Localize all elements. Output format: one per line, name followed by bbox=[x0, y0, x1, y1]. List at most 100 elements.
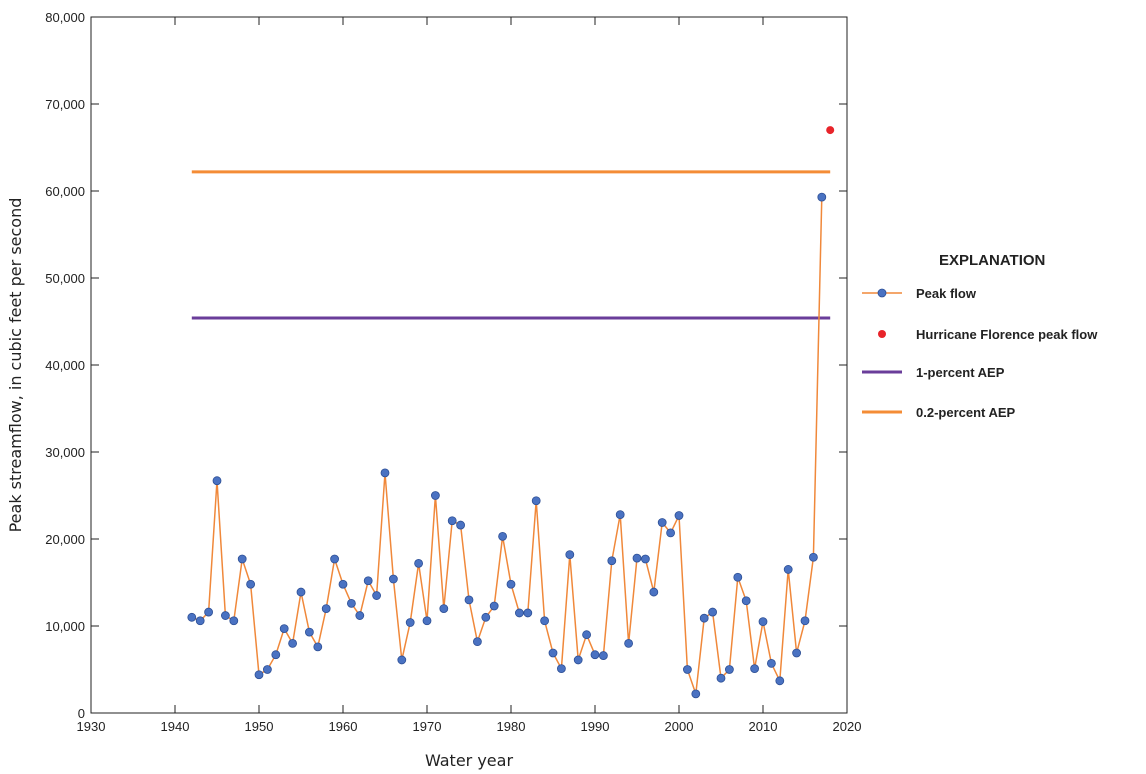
peak-flow-point bbox=[632, 553, 642, 563]
peak-flow-point bbox=[271, 650, 281, 660]
peak-flow-point bbox=[607, 556, 617, 566]
peak-flow-point bbox=[262, 665, 272, 674]
peak-flow-point bbox=[733, 572, 743, 582]
peak-flow-point bbox=[775, 676, 785, 686]
legend-label-florence: Hurricane Florence peak flow bbox=[916, 327, 1098, 342]
peak-flow-point bbox=[708, 607, 717, 617]
peak-flow-point bbox=[809, 552, 818, 562]
y-tick-label: 60,000 bbox=[45, 184, 85, 199]
peak-flow-line bbox=[191, 197, 823, 695]
peak-flow-point bbox=[590, 650, 600, 660]
peak-flow-point bbox=[750, 664, 759, 674]
peak-flow-point bbox=[304, 627, 314, 637]
peak-flow-point bbox=[447, 516, 457, 526]
peak-flow-point bbox=[624, 639, 633, 648]
y-tick-label: 10,000 bbox=[45, 619, 85, 634]
peak-flow-point bbox=[296, 587, 306, 597]
peak-flow-point bbox=[405, 618, 415, 627]
y-tick-label: 40,000 bbox=[45, 358, 85, 373]
florence-peak-point bbox=[826, 126, 835, 135]
peak-flow-point bbox=[472, 637, 482, 647]
peak-flow-series bbox=[187, 126, 835, 699]
peak-flow-point bbox=[615, 510, 625, 520]
peak-flow-point bbox=[229, 616, 239, 626]
peak-flow-point bbox=[187, 612, 197, 622]
peak-flow-point bbox=[498, 531, 508, 541]
aep-lines bbox=[191, 170, 831, 320]
peak-flow-point bbox=[372, 591, 382, 600]
peak-flow-point bbox=[565, 550, 575, 560]
x-tick-label: 2000 bbox=[665, 719, 694, 734]
x-tick-label: 1940 bbox=[161, 719, 190, 734]
y-tick-label: 70,000 bbox=[45, 97, 85, 112]
peak-flow-point bbox=[641, 554, 650, 564]
peak-flow-point bbox=[741, 596, 751, 606]
peak-flow-point bbox=[767, 659, 776, 668]
peak-flow-point bbox=[800, 616, 810, 626]
peak-flow-point bbox=[548, 648, 558, 658]
y-axis-title: Peak streamflow, in cubic feet per secon… bbox=[6, 198, 25, 533]
y-tick-labels: 0 10,000 20,000 30,000 40,000 50,000 60,000 70,… bbox=[45, 10, 85, 721]
x-tick-label: 1960 bbox=[329, 719, 358, 734]
peak-flow-point bbox=[674, 511, 684, 520]
peak-flow-point bbox=[330, 554, 340, 564]
y-tick-label: 80,000 bbox=[45, 10, 85, 25]
x-tick-label: 1980 bbox=[497, 719, 526, 734]
y-tick-label: 50,000 bbox=[45, 271, 85, 286]
peak-flow-point bbox=[716, 673, 726, 683]
peak-flow-point bbox=[246, 579, 256, 589]
peak-flow-point bbox=[557, 664, 566, 674]
peak-flow-point bbox=[599, 651, 608, 660]
peak-flow-point bbox=[363, 576, 373, 586]
axis-ticks bbox=[90, 16, 848, 714]
peak-flow-point bbox=[346, 598, 356, 608]
peak-flow-point bbox=[338, 579, 348, 589]
peak-flow-point bbox=[220, 611, 230, 620]
peak-flow-point bbox=[666, 528, 675, 538]
legend-label-aep1: 1-percent AEP bbox=[916, 365, 1005, 380]
y-tick-label: 30,000 bbox=[45, 445, 85, 460]
peak-flow-point bbox=[212, 476, 222, 486]
peak-flow-point bbox=[464, 595, 474, 605]
peak-flow-point bbox=[683, 665, 692, 674]
peak-flow-point bbox=[758, 617, 768, 627]
peak-flow-point bbox=[279, 624, 289, 634]
y-tick-label: 0 bbox=[78, 706, 85, 721]
peak-flow-point bbox=[422, 616, 432, 626]
peak-flow-point bbox=[313, 642, 323, 652]
peak-flow-point bbox=[523, 608, 533, 618]
peak-flow-point bbox=[355, 611, 365, 620]
peak-flow-point bbox=[414, 558, 424, 568]
peak-flow-point bbox=[380, 468, 390, 478]
peak-flow-point bbox=[691, 689, 701, 699]
peak-flow-point bbox=[481, 612, 491, 622]
peak-flow-point bbox=[254, 670, 264, 680]
peak-flow-point bbox=[515, 608, 524, 618]
peak-flow-point bbox=[430, 491, 440, 500]
legend-title: EXPLANATION bbox=[939, 252, 1045, 269]
peak-flow-point bbox=[388, 574, 398, 584]
peak-flow-point bbox=[725, 665, 734, 674]
peak-flow-point bbox=[531, 496, 541, 506]
legend-label-peak-flow: Peak flow bbox=[916, 286, 977, 301]
x-tick-label: 1950 bbox=[245, 719, 274, 734]
peak-flow-point bbox=[456, 520, 466, 530]
x-tick-labels: 1930 1940 1950 1960 1970 1980 1990 2000 2010 2020 bbox=[77, 719, 862, 734]
peak-flow-point bbox=[439, 604, 449, 613]
peak-flow-point bbox=[792, 648, 801, 658]
peak-flow-point bbox=[506, 579, 516, 589]
x-tick-label: 2020 bbox=[833, 719, 862, 734]
x-axis-title: Water year bbox=[425, 751, 514, 770]
peak-flow-point bbox=[204, 607, 214, 617]
peak-flow-point bbox=[321, 604, 331, 613]
peak-flow-point bbox=[582, 630, 591, 640]
peak-flow-point bbox=[489, 601, 499, 611]
peak-flow-point bbox=[699, 613, 709, 623]
legend-peak-marker bbox=[877, 288, 887, 298]
peak-flow-point bbox=[237, 554, 247, 564]
peak-flow-point bbox=[657, 518, 667, 527]
legend-florence-marker bbox=[878, 330, 886, 338]
plot-frame bbox=[90, 16, 848, 714]
peak-flow-point bbox=[573, 655, 583, 665]
